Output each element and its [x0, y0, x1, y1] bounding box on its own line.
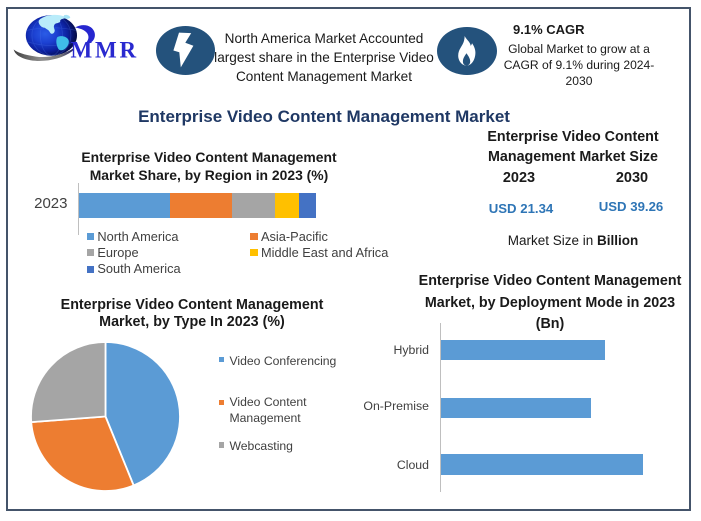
svg-text:MMR: MMR — [71, 38, 139, 63]
